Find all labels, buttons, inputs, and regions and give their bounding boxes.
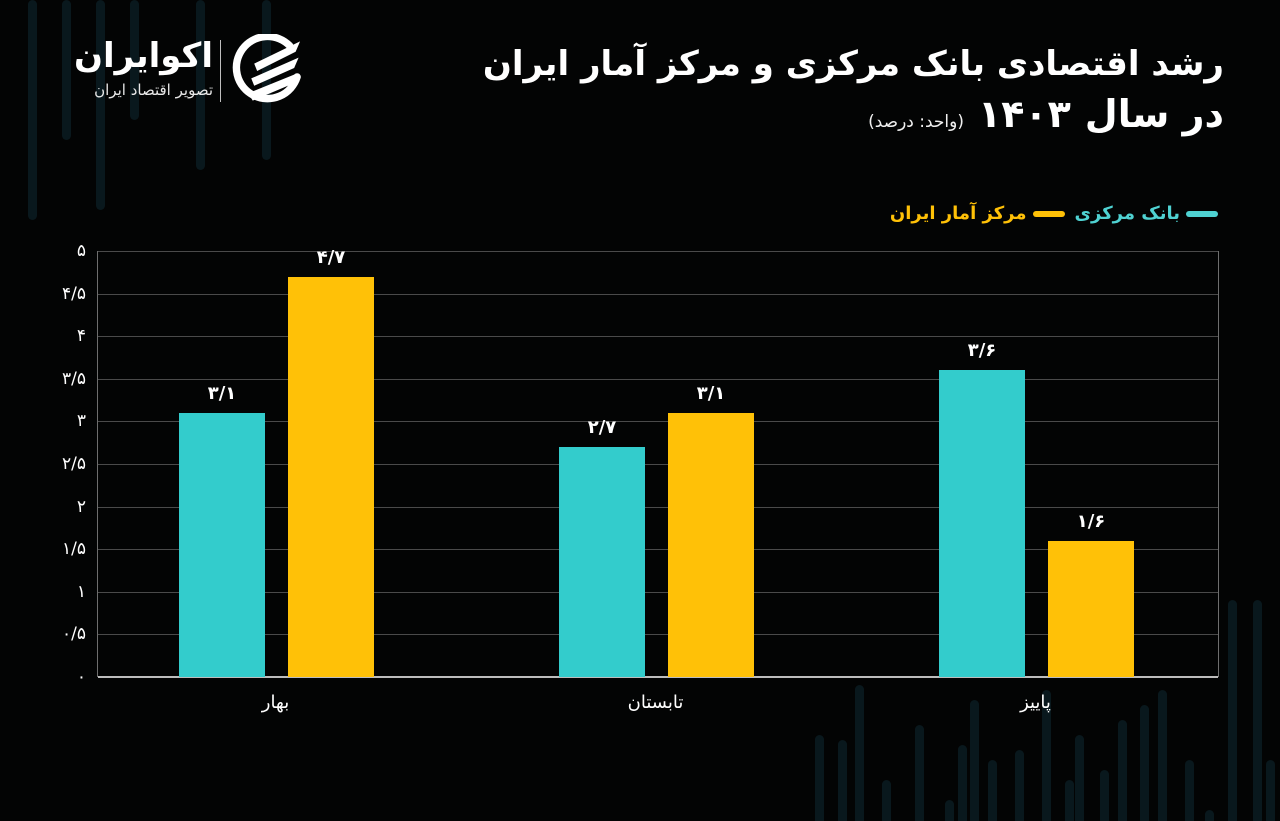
gridline — [98, 336, 1218, 338]
brand-name: اکوایران — [74, 36, 213, 76]
background-stripe — [1266, 760, 1275, 821]
background-stripe — [1065, 780, 1074, 821]
background-stripe — [815, 735, 824, 821]
plot-area: ۳/۱ ۴/۷ ۲/۷ ۳/۱ ۳/۶ ۱/۶ — [97, 247, 1219, 678]
title-prefix: در سال — [1084, 92, 1224, 136]
bar-central-bank: ۳/۱ — [179, 383, 265, 677]
bar-value-label: ۲/۷ — [587, 416, 617, 438]
title-line-2: در سال ۱۴۰۳ (واحد: درصد) — [483, 92, 1224, 136]
background-stripe — [1185, 760, 1194, 821]
background-stripe — [945, 800, 954, 821]
bar-statistics-center: ۳/۱ — [668, 383, 754, 677]
y-tick-label: ۵ — [76, 241, 86, 261]
title-year: ۱۴۰۳ — [978, 92, 1071, 136]
chart-legend: بانک مرکزی مرکز آمار ایران — [890, 203, 1218, 224]
gridline — [98, 549, 1218, 551]
bar-central-bank: ۲/۷ — [559, 417, 645, 677]
bar-value-label: ۳/۶ — [967, 340, 997, 362]
gridline — [98, 464, 1218, 465]
gridline — [98, 378, 1218, 380]
background-stripe — [855, 685, 864, 821]
x-tick-label: بهار — [261, 692, 290, 713]
legend-swatch-central-bank — [1186, 210, 1218, 217]
legend-swatch-statistics-center — [1032, 210, 1065, 217]
bar-central-bank: ۳/۶ — [939, 340, 1025, 677]
background-stripe — [1253, 600, 1262, 821]
legend-item-central-bank: بانک مرکزی — [1075, 203, 1218, 224]
gridline — [98, 506, 1218, 508]
y-tick-label: ۲/۵ — [62, 454, 86, 474]
background-stripe — [970, 700, 979, 821]
logo-divider — [220, 40, 221, 102]
legend-item-statistics-center: مرکز آمار ایران — [890, 203, 1065, 224]
gridline — [98, 251, 1218, 252]
brand-tagline: تصویر اقتصاد ایران — [94, 81, 213, 99]
y-tick-label: ۳ — [76, 411, 86, 432]
bar-statistics-center: ۴/۷ — [288, 247, 374, 677]
gridline — [98, 293, 1218, 295]
title-line-1: رشد اقتصادی بانک مرکزی و مرکز آمار ایران — [482, 44, 1224, 84]
chart-title: رشد اقتصادی بانک مرکزی و مرکز آمار ایران… — [483, 40, 1224, 136]
legend-label-central-bank: بانک مرکزی — [1074, 203, 1180, 224]
x-tick-label: تابستان — [627, 692, 684, 713]
background-stripe — [28, 0, 37, 220]
y-tick-label: ۴/۵ — [62, 283, 86, 304]
y-tick-label: ۳/۵ — [62, 368, 86, 389]
x-tick-label: پاییز — [1020, 692, 1051, 713]
background-stripe — [1205, 810, 1214, 821]
gridline — [98, 634, 1218, 636]
background-stripe — [1140, 705, 1149, 821]
background-stripe — [838, 740, 847, 821]
background-stripe — [1015, 750, 1024, 821]
background-stripe — [958, 745, 967, 821]
bar-value-label: ۳/۱ — [207, 382, 237, 404]
brand-text: اکوایران تصویر اقتصاد ایران — [48, 34, 213, 100]
gridline — [98, 591, 1218, 593]
background-stripe — [882, 780, 891, 821]
y-tick-label: ۱ — [76, 581, 86, 602]
x-axis-line — [98, 676, 1218, 678]
unit-label: (واحد: درصد) — [868, 112, 964, 132]
y-tick-label: ۰/۵ — [62, 624, 86, 645]
background-stripe — [1228, 600, 1237, 821]
y-tick-label: ۱/۵ — [62, 539, 86, 560]
background-stripe — [1075, 735, 1084, 821]
brand-mark-icon — [232, 34, 301, 103]
bar-statistics-center: ۱/۶ — [1048, 511, 1134, 677]
y-tick-label: ۴ — [76, 326, 86, 347]
background-stripe — [915, 725, 924, 821]
brand-logo: اکوایران تصویر اقتصاد ایران — [48, 34, 318, 114]
bar-value-label: ۴/۷ — [316, 246, 346, 268]
background-stripe — [1118, 720, 1127, 821]
bar-value-label: ۳/۱ — [696, 382, 726, 404]
y-tick-label: ۰ — [76, 667, 86, 687]
background-stripe — [1100, 770, 1109, 821]
legend-label-statistics-center: مرکز آمار ایران — [889, 203, 1027, 224]
bar-value-label: ۱/۶ — [1076, 510, 1106, 532]
background-stripe — [988, 760, 997, 821]
background-stripe — [1158, 690, 1167, 821]
y-tick-label: ۲ — [76, 496, 86, 517]
gridline — [98, 421, 1218, 423]
